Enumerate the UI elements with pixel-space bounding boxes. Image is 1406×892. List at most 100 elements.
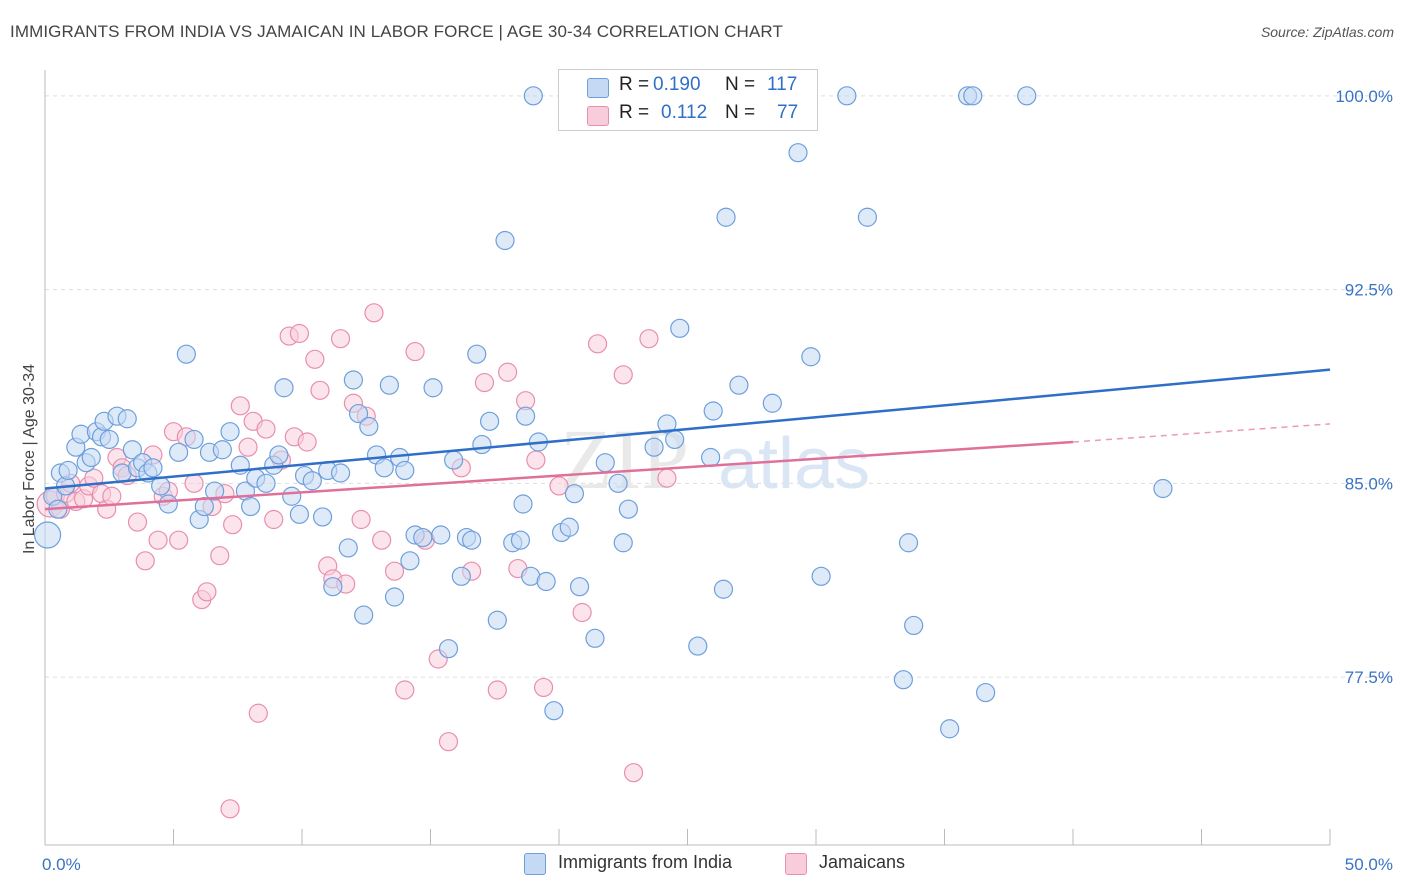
jamaica-point [305, 349, 325, 369]
india-point [451, 566, 471, 586]
india-point [595, 453, 615, 473]
india-point [379, 375, 399, 395]
y-tick-label: 85.0% [1345, 474, 1393, 493]
jamaica-point [289, 323, 310, 344]
legend-n-label: N = [725, 102, 756, 123]
axes [44, 70, 1331, 846]
india-point [312, 507, 333, 527]
india-point [274, 378, 294, 398]
jamaica-point [405, 341, 425, 362]
india-point [618, 499, 638, 519]
india-point [117, 409, 137, 429]
jamaica-point [310, 380, 330, 400]
stats-legend: R = 0.190 N = 117 R = 0.112 N = 77 [558, 69, 818, 131]
india-trend-line [44, 368, 1331, 490]
jamaica-trend-extension [1072, 423, 1331, 443]
india-point [976, 682, 996, 703]
india-point [569, 577, 590, 597]
india-point [343, 370, 363, 390]
jamaica-point [102, 486, 122, 506]
source-label: Source: ZipAtlas.com [1260, 24, 1394, 40]
trend-lines [44, 368, 1331, 511]
india-point [644, 437, 664, 457]
india-point [359, 416, 379, 437]
india-point [143, 458, 163, 478]
india-point [256, 473, 276, 493]
india-point [487, 610, 507, 630]
india-point [169, 442, 189, 462]
jamaica-point [549, 476, 569, 496]
legend-swatch-india [587, 78, 609, 98]
india-point [348, 403, 369, 424]
jamaica-point [351, 509, 371, 530]
india-point [613, 533, 633, 553]
jamaica-point [438, 732, 459, 752]
india-point [801, 347, 821, 367]
india-point [184, 429, 204, 450]
legend-swatch-jamaica [785, 853, 807, 875]
india-point [323, 577, 343, 597]
jamaica-point [372, 530, 392, 550]
india-point [585, 628, 605, 648]
x-tick-label: 0.0% [42, 855, 81, 874]
jamaica-point [169, 530, 189, 550]
india-point [282, 486, 302, 506]
india-point [472, 434, 492, 455]
india-point [423, 378, 443, 398]
jamaica-point [474, 372, 495, 393]
jamaica-point [533, 677, 554, 698]
jamaica-point [395, 680, 415, 700]
india-point [904, 615, 924, 636]
india-point [536, 571, 556, 592]
india-point [302, 471, 322, 491]
india-point [857, 207, 878, 227]
jamaica-point [184, 473, 204, 493]
india-point [703, 401, 723, 421]
jamaica-point [135, 551, 155, 571]
legend-label-india: Immigrants from India [558, 852, 733, 872]
jamaica-point [639, 329, 659, 349]
y-axis-label: In Labor Force | Age 30-34 [21, 364, 38, 554]
legend-n-label: N = [725, 74, 756, 95]
jamaica-point [256, 419, 276, 439]
legend-r-value: 0.112 [661, 102, 708, 123]
jamaica-point [487, 680, 507, 700]
india-point [788, 143, 808, 163]
india-point [413, 527, 433, 548]
y-tick-label: 100.0% [1335, 87, 1393, 106]
legend-row-india: R = 0.190 N = 117 [559, 74, 817, 102]
india-point [438, 639, 459, 659]
india-point [670, 318, 690, 338]
india-point [564, 484, 585, 504]
india-point [205, 481, 225, 501]
india-point [212, 440, 232, 460]
india-point [122, 440, 142, 460]
india-point [495, 230, 515, 251]
chart-title: IMMIGRANTS FROM INDIA VS JAMAICAN IN LAB… [10, 22, 783, 41]
jamaica-point [238, 437, 258, 457]
india-point [269, 445, 289, 465]
india-point [176, 344, 196, 364]
india-point [158, 494, 178, 514]
jamaica-point [384, 561, 405, 581]
jamaica-point [297, 432, 317, 452]
india-point [480, 411, 500, 431]
india-point [289, 504, 310, 524]
jamaica-point [210, 546, 230, 566]
legend-row-jamaica: R = 0.112 N = 77 [559, 102, 817, 130]
india-point [330, 463, 351, 483]
jamaica-point [264, 509, 284, 530]
jamaica-point [197, 582, 217, 602]
tick-labels: 77.5% 85.0% 92.5% 100.0% 0.0% 50.0% [42, 87, 1393, 874]
jamaica-trend-line [44, 440, 1074, 511]
india-point [467, 344, 487, 364]
jamaica-point [223, 515, 243, 535]
india-point [544, 701, 564, 721]
india-point [716, 207, 736, 227]
india-point [374, 458, 394, 478]
y-tick-label: 77.5% [1345, 668, 1393, 687]
legend-r-label: R = [619, 74, 650, 95]
india-point [444, 450, 464, 470]
legend-r-value: 0.190 [653, 74, 701, 95]
india-point [515, 406, 536, 426]
